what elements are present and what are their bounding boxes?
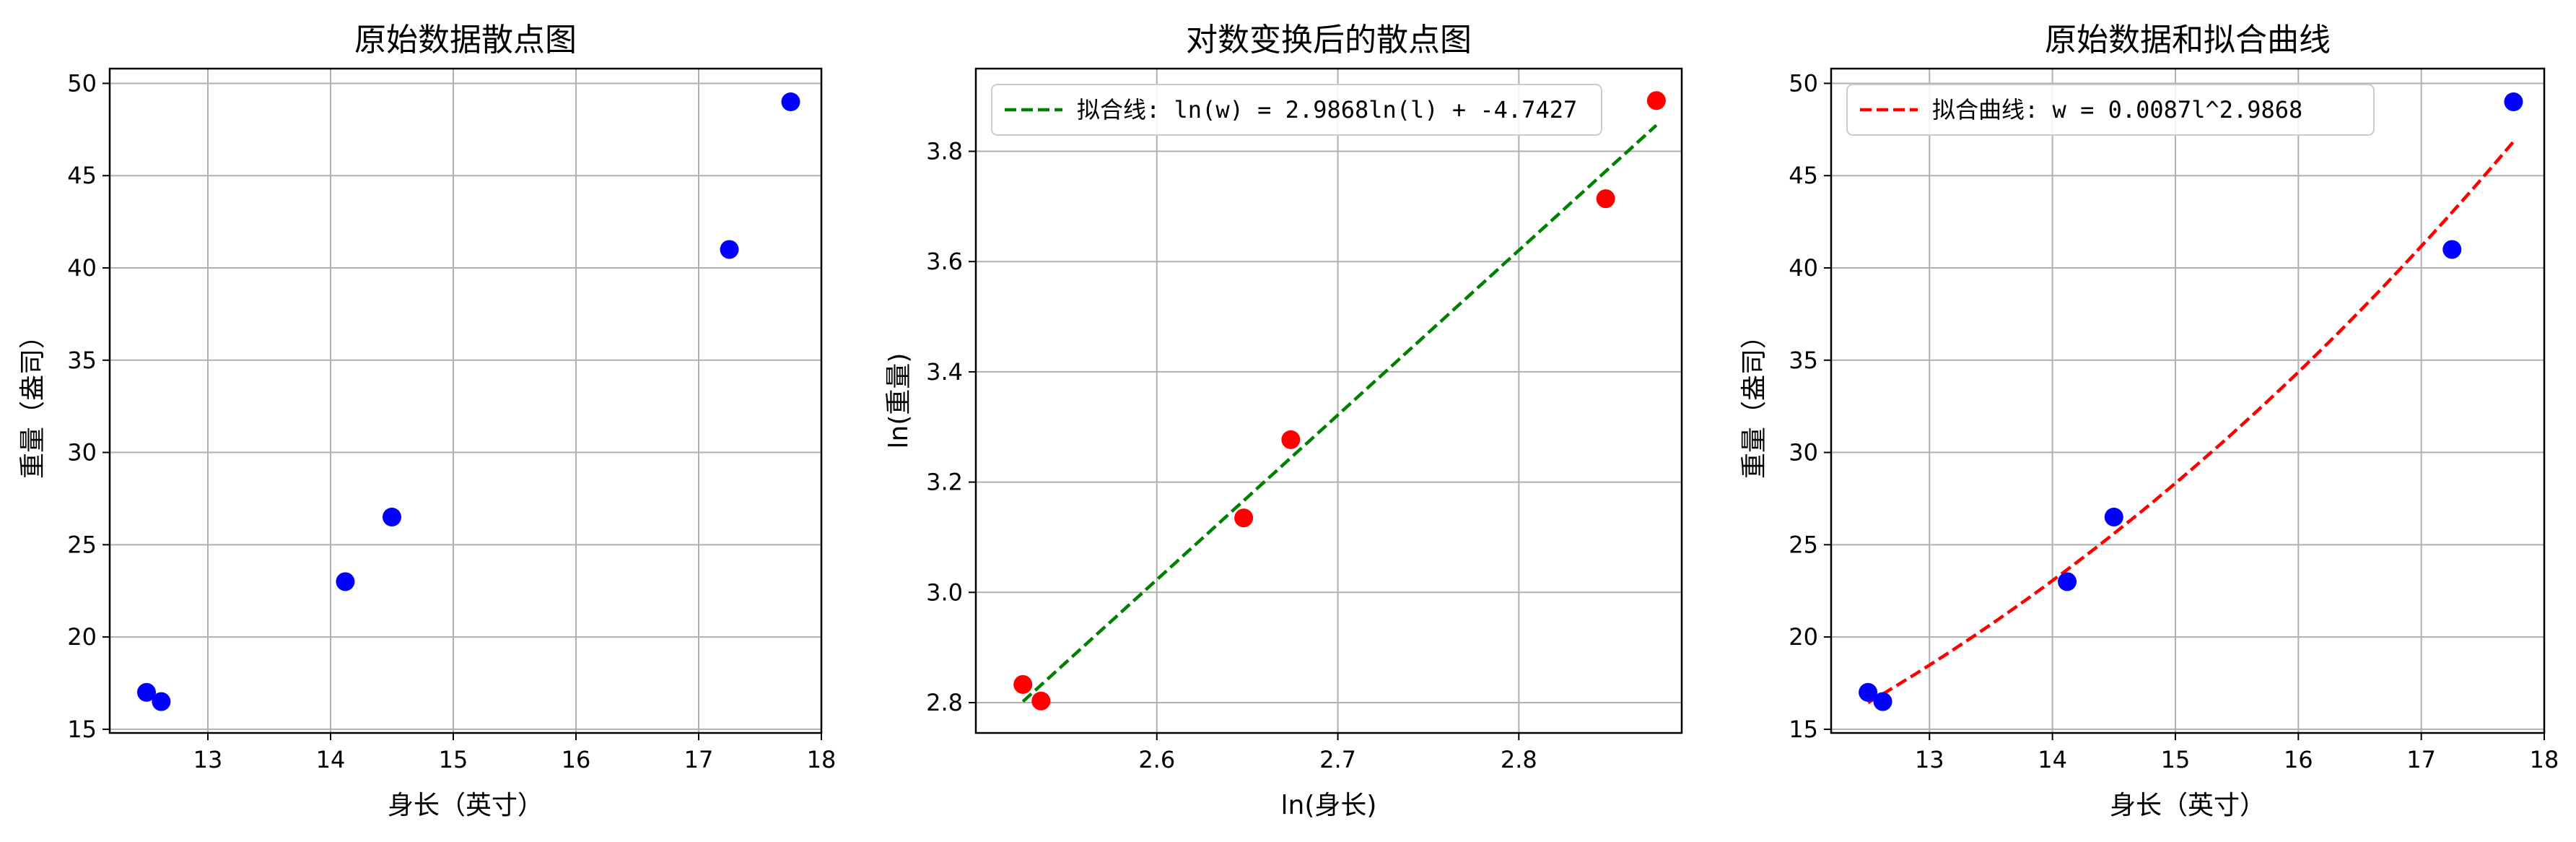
data-point — [2442, 240, 2462, 259]
x-tick-label: 2.6 — [1138, 746, 1175, 773]
x-tick-label: 18 — [807, 746, 837, 773]
y-tick-label: 30 — [67, 439, 97, 466]
y-tick-label: 3.0 — [926, 578, 963, 606]
data-point — [1031, 691, 1051, 711]
x-tick-label: 15 — [2161, 746, 2191, 773]
x-tick-label: 17 — [2406, 746, 2436, 773]
y-tick-label: 3.8 — [926, 138, 963, 165]
y-tick-label: 3.6 — [926, 248, 963, 275]
y-axis-label: 重量（盎司） — [1739, 323, 1769, 479]
x-tick-label: 15 — [439, 746, 468, 773]
y-tick-label: 40 — [1789, 254, 1818, 282]
x-tick-label: 14 — [316, 746, 346, 773]
data-point — [781, 92, 800, 111]
plot-area — [1013, 91, 1666, 711]
legend-label: 拟合线: ln(w) = 2.9868ln(l) + -4.7427 — [1077, 96, 1577, 123]
x-tick-label: 16 — [2284, 746, 2313, 773]
fit-line — [1021, 123, 1658, 703]
x-tick-label: 17 — [684, 746, 714, 773]
data-point — [383, 508, 401, 526]
y-tick-label: 20 — [1789, 623, 1818, 651]
data-point — [1596, 189, 1615, 209]
y-tick-label: 35 — [1789, 347, 1818, 374]
data-point — [2104, 508, 2123, 526]
y-tick-label: 20 — [67, 623, 97, 651]
data-point — [1646, 91, 1666, 110]
chart-panel-1: 13 14 15 16 17 18 15 20 25 30 35 40 45 50 原始数据散点图身长（英寸… — [18, 22, 836, 820]
y-tick-label: 35 — [67, 347, 97, 374]
x-tick-label: 2.7 — [1319, 746, 1356, 773]
plot-area — [137, 92, 800, 711]
data-point — [1013, 674, 1033, 694]
y-tick-label: 45 — [1789, 162, 1818, 189]
x-tick-label: 18 — [2530, 746, 2559, 773]
axes-frame — [108, 67, 823, 734]
y-axis-label: ln(重量) — [884, 353, 914, 449]
data-point — [1234, 508, 1254, 528]
legend: 拟合曲线: w = 0.0087l^2.9868 — [1846, 84, 2375, 136]
chart-title: 对数变换后的散点图 — [1186, 22, 1472, 58]
data-point — [1873, 692, 1892, 711]
y-tick-label: 3.2 — [926, 469, 963, 496]
fit-line — [1866, 140, 2515, 705]
legend: 拟合线: ln(w) = 2.9868ln(l) + -4.7427 — [991, 84, 1602, 136]
data-point — [1859, 682, 1878, 702]
x-tick-label: 14 — [2038, 746, 2067, 773]
chart-panel-2: 2.6 2.7 2.8 2.8 3.0 3.2 3.4 3.6 3.8 对数变换后的散点图 ln(身… — [884, 22, 1683, 820]
y-tick-label: 15 — [1789, 716, 1818, 743]
legend-label: 拟合曲线: w = 0.0087l^2.9868 — [1932, 96, 2302, 123]
chart-panel-3: 13 14 15 16 17 18 15 20 25 30 35 40 45 50 原始数据和拟合曲线身长（… — [1739, 22, 2559, 820]
y-tick-label: 3.4 — [926, 358, 963, 386]
data-point — [336, 572, 355, 591]
chart-title: 原始数据散点图 — [354, 22, 577, 58]
x-tick-label: 13 — [1915, 746, 1944, 773]
y-tick-label: 45 — [67, 162, 97, 189]
x-axis-label: ln(身长) — [1281, 791, 1377, 820]
data-point — [720, 240, 739, 259]
data-point — [137, 682, 156, 702]
axes-frame — [974, 67, 1683, 734]
axes-frame — [1830, 67, 2546, 734]
data-point — [152, 692, 171, 711]
plot-area — [1859, 92, 2523, 711]
x-axis-label: 身长（英寸） — [2110, 791, 2266, 820]
y-tick-label: 15 — [67, 716, 97, 743]
y-tick-label: 30 — [1789, 439, 1818, 466]
y-tick-label: 50 — [67, 69, 97, 97]
x-tick-label: 16 — [562, 746, 591, 773]
y-tick-label: 25 — [67, 531, 97, 558]
x-axis-label: 身长（英寸） — [388, 791, 543, 820]
data-point — [2504, 92, 2523, 111]
y-tick-label: 40 — [67, 254, 97, 282]
chart-title: 原始数据和拟合曲线 — [2045, 22, 2331, 58]
x-tick-label: 13 — [193, 746, 223, 773]
y-axis-label: 重量（盎司） — [18, 323, 48, 479]
y-tick-label: 25 — [1789, 531, 1818, 558]
legend-box — [1846, 84, 2375, 136]
y-tick-label: 50 — [1789, 69, 1818, 97]
data-point — [1281, 430, 1301, 449]
y-tick-label: 2.8 — [926, 689, 963, 716]
x-tick-label: 2.8 — [1501, 746, 1537, 773]
data-point — [2058, 572, 2077, 591]
legend-box — [991, 84, 1602, 136]
